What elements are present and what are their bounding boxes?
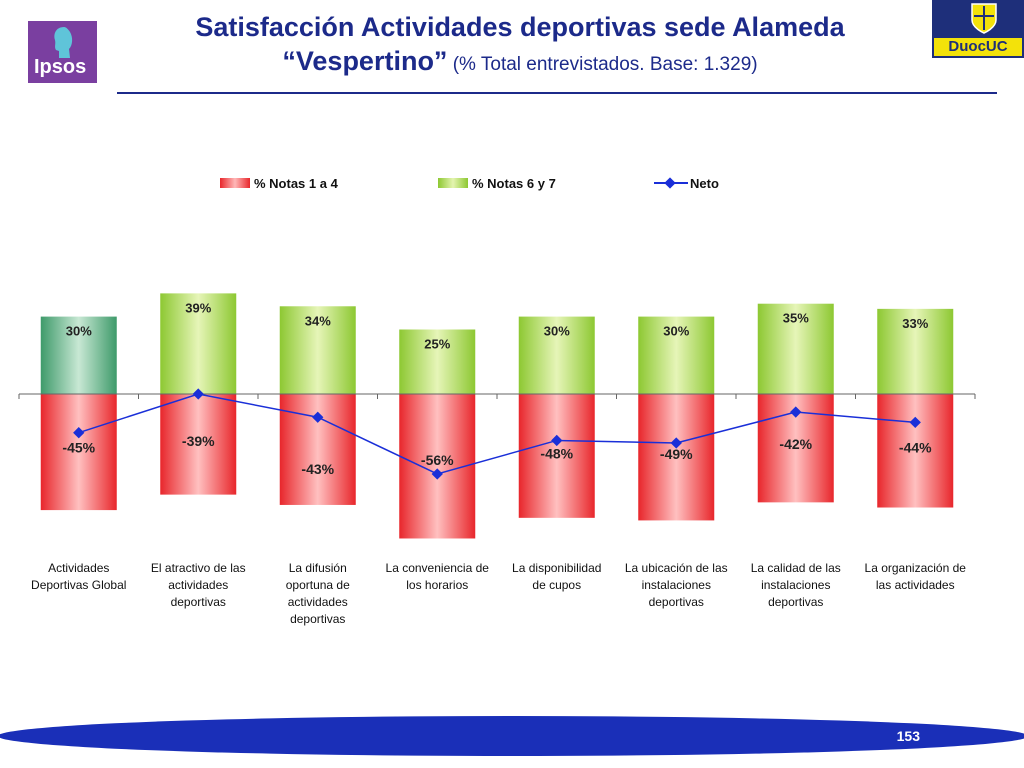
bar-notas-1-4 <box>518 394 595 518</box>
category-label-line: La organización de <box>864 561 966 575</box>
category-label-line: los horarios <box>406 578 469 592</box>
footer-bar: 153 <box>0 716 1024 756</box>
title-line-1: Satisfacción Actividades deportivas sede… <box>195 12 845 42</box>
category-label-line: instalaciones <box>641 578 711 592</box>
bar-notas-1-4 <box>40 394 117 511</box>
data-label-notas-6-7: 35% <box>783 311 809 326</box>
legend-item-neto: Neto <box>654 175 719 191</box>
neto-point <box>431 468 443 480</box>
legend-line-marker <box>654 178 688 188</box>
ipsos-head-icon <box>54 27 73 58</box>
category-label-line: deportivas <box>648 595 704 609</box>
title-divider <box>117 92 997 94</box>
category-label-line: La conveniencia de <box>385 561 489 575</box>
data-label-notas-1-4: -49% <box>660 446 693 462</box>
bar-notas-1-4 <box>160 394 237 495</box>
bar-notas-6-7 <box>638 316 715 394</box>
bar-notas-6-7 <box>399 329 476 394</box>
neto-point <box>790 406 802 418</box>
title-emphasis: “Vespertino” <box>282 46 448 76</box>
data-label-notas-6-7: 25% <box>424 337 450 352</box>
legend-item-notas-1-4: % Notas 1 a 4 <box>220 175 338 191</box>
category-label: La difusión oportuna de actividades deporti… <box>258 560 378 628</box>
duoc-logo: DuocUC <box>932 0 1024 58</box>
chart-legend: % Notas 1 a 4 % Notas 6 y 7 Neto <box>0 172 1024 194</box>
data-label-notas-1-4: -43% <box>301 461 334 477</box>
data-label-notas-1-4: -39% <box>182 433 215 449</box>
data-label-notas-6-7: 30% <box>544 324 570 339</box>
category-label: La organización de las actividades <box>855 560 975 594</box>
neto-point <box>312 411 324 423</box>
category-label-line: actividades <box>168 578 229 592</box>
category-label: Actividades Deportivas Global <box>19 560 139 594</box>
category-label-line: oportuna de <box>285 578 350 592</box>
ipsos-logo-text: Ipsos <box>34 56 87 78</box>
neto-line <box>78 393 916 475</box>
category-label-line: deportivas <box>290 612 346 626</box>
category-label: El atractivo de las actividades deportivas <box>138 560 258 611</box>
legend-label-neto: Neto <box>690 175 719 191</box>
category-label-line: instalaciones <box>761 578 831 592</box>
category-label-line: La disponibilidad <box>512 561 602 575</box>
category-label: La disponibilidad de cupos <box>497 560 617 594</box>
bar-notas-6-7 <box>40 316 117 394</box>
category-label-line: las actividades <box>875 578 955 592</box>
crest-icon <box>971 3 997 34</box>
data-label-notas-1-4: -44% <box>899 439 932 455</box>
data-label-notas-1-4: -45% <box>62 440 95 456</box>
bar-notas-6-7 <box>279 306 356 394</box>
bar-notas-1-4 <box>877 394 954 508</box>
data-label-notas-1-4: -48% <box>540 445 573 461</box>
page-title: Satisfacción Actividades deportivas sede… <box>130 10 910 83</box>
legend-item-notas-6-7: % Notas 6 y 7 <box>438 175 556 191</box>
category-label-line: deportivas <box>170 595 226 609</box>
data-label-notas-6-7: 34% <box>305 313 331 328</box>
category-label-line: El atractivo de las <box>150 561 246 575</box>
category-label-line: La ubicación de las <box>624 561 728 575</box>
neto-point <box>192 388 204 400</box>
data-label-notas-1-4: -56% <box>421 452 454 468</box>
data-label-notas-6-7: 39% <box>185 300 211 315</box>
title-subtitle: (% Total entrevistados. Base: 1.329) <box>447 54 758 75</box>
legend-label-notas-1-4: % Notas 1 a 4 <box>254 175 338 191</box>
legend-swatch-green <box>438 178 468 188</box>
bar-notas-1-4 <box>279 394 356 505</box>
ipsos-logo: Ipsos <box>28 21 97 83</box>
neto-point <box>909 416 921 429</box>
category-label: La calidad de las instalaciones deportivas <box>736 560 856 611</box>
footer-ellipse <box>0 716 1024 756</box>
bar-notas-6-7 <box>160 293 237 394</box>
data-label-notas-6-7: 33% <box>902 316 928 331</box>
satisfaction-chart: 30% 39% 34% 25% 30% 30% 35% 33% -45% -39% -43% -56%… <box>18 293 976 539</box>
title-line-2: “Vespertino” (% Total entrevistados. Bas… <box>130 44 910 83</box>
category-label-line: deportivas <box>768 595 824 609</box>
neto-point <box>670 437 682 449</box>
data-label-notas-6-7: 30% <box>663 324 689 339</box>
data-label-notas-6-7: 30% <box>66 324 92 339</box>
legend-swatch-red <box>220 178 250 188</box>
legend-label-notas-6-7: % Notas 6 y 7 <box>472 175 556 191</box>
neto-point <box>551 434 563 447</box>
category-label-line: Actividades <box>48 561 110 575</box>
bar-notas-6-7 <box>877 308 954 394</box>
data-label-notas-1-4: -42% <box>779 436 812 452</box>
category-label-line: Deportivas Global <box>31 578 127 592</box>
bar-notas-1-4 <box>638 394 715 521</box>
category-label-line: La difusión <box>288 561 347 575</box>
category-label: La conveniencia de los horarios <box>377 560 497 594</box>
category-label: La ubicación de las instalaciones deportiv… <box>616 560 736 611</box>
category-label-line: de cupos <box>532 578 582 592</box>
duoc-logo-text: DuocUC <box>934 38 1022 56</box>
bar-notas-6-7 <box>518 316 595 394</box>
bar-notas-6-7 <box>757 303 834 394</box>
page-number: 153 <box>896 728 920 744</box>
category-label-line: La calidad de las <box>750 561 841 575</box>
category-label-line: actividades <box>287 595 348 609</box>
